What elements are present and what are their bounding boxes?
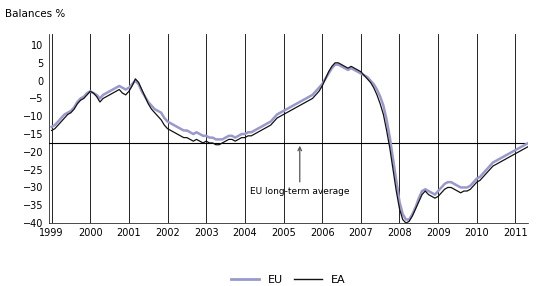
Text: EU long-term average: EU long-term average: [250, 147, 349, 196]
Text: Balances %: Balances %: [5, 9, 66, 19]
Legend: EU, EA: EU, EA: [227, 270, 350, 286]
